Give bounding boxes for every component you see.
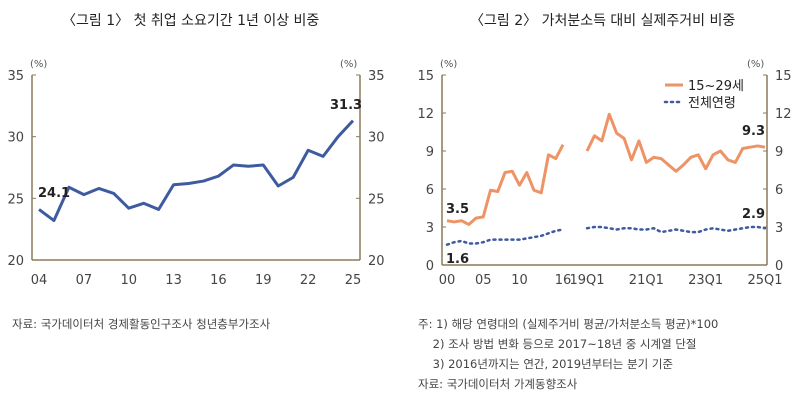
y-tick-label-right: 20 <box>368 254 385 269</box>
x-tick-label: 07 <box>76 273 93 288</box>
y-tick-label-left: 15 <box>417 69 434 84</box>
x-tick-label: 19 <box>255 273 272 288</box>
annotation-3-5: 3.5 <box>446 202 469 217</box>
x-tick-label: 21Q1 <box>629 273 664 288</box>
chart2-source: 자료: 국가데이터처 가계동향조사 <box>418 377 578 391</box>
series-line <box>38 119 355 223</box>
y-tick-label-right: 30 <box>368 131 385 146</box>
x-tick-label: 16 <box>555 273 572 288</box>
x-tick-label: 22 <box>300 273 317 288</box>
unit-right: (%) <box>340 59 357 70</box>
y-tick-label-right: 25 <box>368 192 385 207</box>
annotation-last: 31.3 <box>330 98 362 113</box>
series-line-annual <box>446 143 565 226</box>
chart1-title: 〈그림 1〉 첫 취업 소요기간 1년 이상 비중 <box>62 13 320 29</box>
legend-label-15-29: 15~29세 <box>688 79 744 94</box>
chart2-note-3: 3) 2016년까지는 연간, 2019년부터는 분기 기준 <box>418 357 674 371</box>
x-tick-label: 00 <box>439 273 456 288</box>
y-tick-label-left: 9 <box>426 145 434 160</box>
series-line-quarterly <box>585 225 767 234</box>
y-tick-label-right: 0 <box>775 259 783 274</box>
x-tick-label: 25 <box>345 273 362 288</box>
y-tick-label-right: 15 <box>775 69 792 84</box>
series-line-annual <box>445 228 565 246</box>
y-tick-label-left: 12 <box>417 107 434 122</box>
y-tick-label-left: 35 <box>7 69 24 84</box>
chart2-note-1: 주: 1) 해당 연령대의 (실제주거비 평균/가처분소득 평균)*100 <box>418 317 719 331</box>
y-tick-label-left: 25 <box>7 192 24 207</box>
y-tick-label-right: 35 <box>368 69 385 84</box>
unit-left: (%) <box>440 59 457 70</box>
x-tick-label: 10 <box>120 273 137 288</box>
x-tick-label: 23Q1 <box>688 273 723 288</box>
y-tick-label-left: 3 <box>426 221 434 236</box>
y-tick-label-left: 6 <box>426 183 434 198</box>
y-tick-label-right: 9 <box>775 145 783 160</box>
y-tick-label-right: 6 <box>775 183 783 198</box>
y-tick-label-right: 3 <box>775 221 783 236</box>
y-tick-label-right: 12 <box>775 107 792 122</box>
y-tick-label-left: 20 <box>7 254 24 269</box>
x-tick-label: 04 <box>31 273 48 288</box>
y-tick-label-left: 0 <box>426 259 434 274</box>
x-tick-label: 16 <box>210 273 227 288</box>
chart1-source: 자료: 국가데이터처 경제활동인구조사 청년층부가조사 <box>12 317 271 331</box>
x-tick-label: 05 <box>475 273 492 288</box>
unit-left: (%) <box>30 59 47 70</box>
x-tick-label: 10 <box>511 273 528 288</box>
unit-right: (%) <box>747 59 764 70</box>
x-tick-label: 19Q1 <box>569 273 604 288</box>
annotation-1-6: 1.6 <box>446 252 469 267</box>
chart2-title: 〈그림 2〉 가처분소득 대비 실제주거비 비중 <box>470 13 736 29</box>
annotation-first: 24.1 <box>38 186 70 201</box>
series-line-quarterly <box>585 112 766 173</box>
legend-label-all: 전체연령 <box>688 96 736 111</box>
chart2-note-2: 2) 조사 방법 변화 등으로 2017~18년 중 시계열 단절 <box>418 337 697 351</box>
x-tick-label: 13 <box>165 273 182 288</box>
x-tick-label: 25Q1 <box>747 273 782 288</box>
annotation-2-9: 2.9 <box>742 207 765 222</box>
y-tick-label-left: 30 <box>7 131 24 146</box>
annotation-9-3: 9.3 <box>742 124 765 139</box>
